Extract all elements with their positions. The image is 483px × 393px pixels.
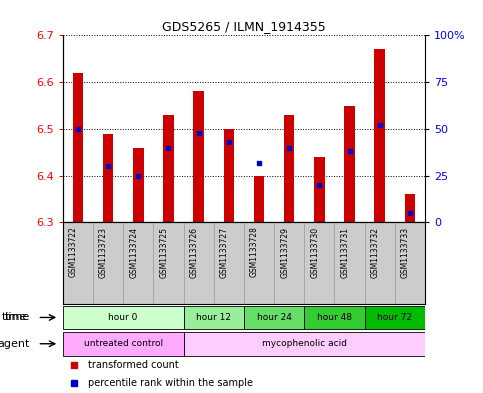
Text: GSM1133723: GSM1133723 bbox=[99, 226, 108, 277]
Text: time: time bbox=[1, 312, 27, 322]
Text: hour 12: hour 12 bbox=[196, 313, 231, 322]
Bar bbox=[72, 73, 83, 222]
Bar bbox=[163, 115, 174, 222]
Text: GSM1133732: GSM1133732 bbox=[371, 226, 380, 277]
Bar bbox=[184, 306, 244, 329]
Text: time: time bbox=[5, 312, 30, 322]
Text: GSM1133733: GSM1133733 bbox=[401, 226, 410, 278]
Bar bbox=[63, 306, 184, 329]
Text: untreated control: untreated control bbox=[84, 339, 163, 348]
Text: hour 72: hour 72 bbox=[377, 313, 412, 322]
Text: GSM1133726: GSM1133726 bbox=[190, 226, 199, 277]
Bar bbox=[184, 332, 425, 356]
Text: agent: agent bbox=[0, 339, 30, 349]
Bar bbox=[103, 134, 114, 222]
Bar bbox=[314, 157, 325, 222]
Text: GSM1133725: GSM1133725 bbox=[159, 226, 169, 277]
Text: GSM1133730: GSM1133730 bbox=[311, 226, 319, 278]
Bar bbox=[405, 195, 415, 222]
Text: hour 24: hour 24 bbox=[256, 313, 292, 322]
Text: GSM1133729: GSM1133729 bbox=[280, 226, 289, 277]
Bar bbox=[224, 129, 234, 222]
Bar bbox=[193, 92, 204, 222]
Title: GDS5265 / ILMN_1914355: GDS5265 / ILMN_1914355 bbox=[162, 20, 326, 33]
Text: hour 0: hour 0 bbox=[109, 313, 138, 322]
Bar bbox=[374, 50, 385, 222]
Text: GSM1133722: GSM1133722 bbox=[69, 226, 78, 277]
Bar bbox=[254, 176, 264, 222]
Text: GSM1133731: GSM1133731 bbox=[341, 226, 350, 277]
Text: GSM1133728: GSM1133728 bbox=[250, 226, 259, 277]
Text: percentile rank within the sample: percentile rank within the sample bbox=[88, 378, 253, 387]
Bar bbox=[284, 115, 295, 222]
Text: GSM1133727: GSM1133727 bbox=[220, 226, 229, 277]
Bar bbox=[304, 306, 365, 329]
Bar bbox=[63, 332, 184, 356]
Text: GSM1133724: GSM1133724 bbox=[129, 226, 138, 277]
Text: mycophenolic acid: mycophenolic acid bbox=[262, 339, 347, 348]
Bar bbox=[244, 306, 304, 329]
Text: transformed count: transformed count bbox=[88, 360, 179, 370]
Bar bbox=[133, 148, 143, 222]
Bar bbox=[365, 306, 425, 329]
Bar bbox=[344, 106, 355, 222]
Text: hour 48: hour 48 bbox=[317, 313, 352, 322]
